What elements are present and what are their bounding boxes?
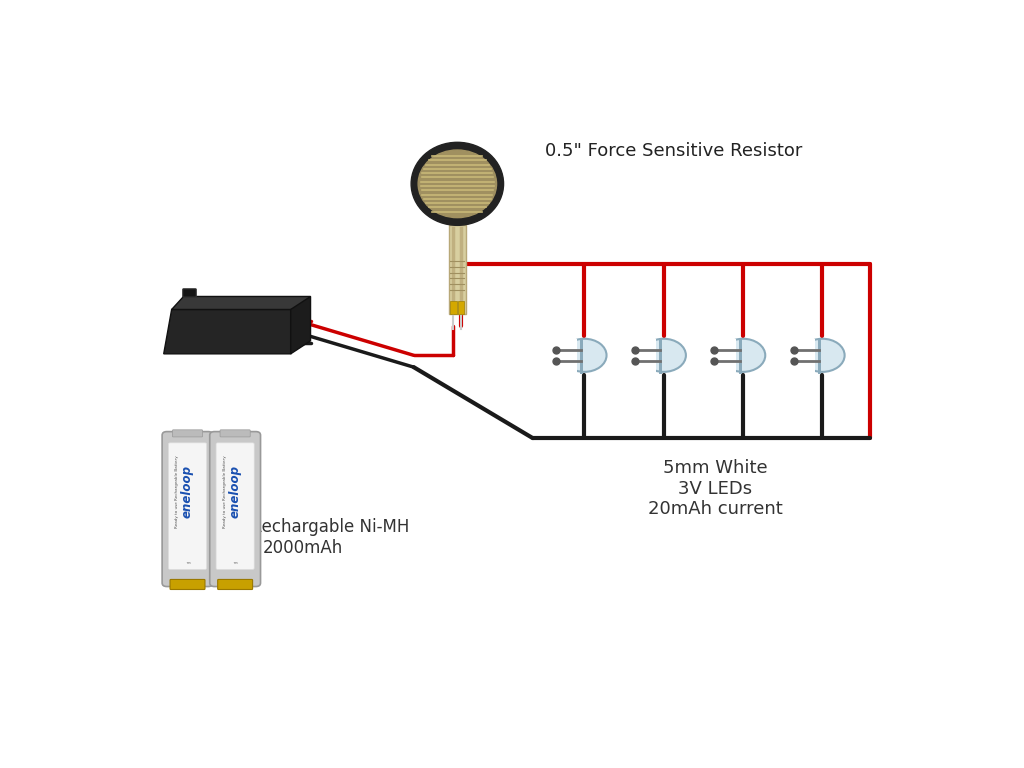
FancyBboxPatch shape <box>170 579 205 590</box>
Polygon shape <box>291 296 310 354</box>
Polygon shape <box>164 310 299 354</box>
Text: Ready to use Rechargeable Battery: Ready to use Rechargeable Battery <box>223 455 227 528</box>
Text: 0.5" Force Sensitive Resistor: 0.5" Force Sensitive Resistor <box>545 142 802 161</box>
Text: eneloop: eneloop <box>181 465 194 518</box>
Text: 5mm White
3V LEDs
20mAh current: 5mm White 3V LEDs 20mAh current <box>648 458 782 518</box>
FancyBboxPatch shape <box>558 339 577 372</box>
Circle shape <box>800 339 845 372</box>
FancyBboxPatch shape <box>216 443 254 569</box>
Circle shape <box>721 339 765 372</box>
Ellipse shape <box>411 142 504 225</box>
FancyBboxPatch shape <box>717 339 735 372</box>
FancyBboxPatch shape <box>449 225 466 314</box>
Circle shape <box>562 339 606 372</box>
FancyBboxPatch shape <box>458 301 465 314</box>
Circle shape <box>641 339 686 372</box>
Text: 3V AA Rechargable Ni-MH
2000mAh: 3V AA Rechargable Ni-MH 2000mAh <box>196 518 410 557</box>
Text: eneloop: eneloop <box>228 465 242 518</box>
Ellipse shape <box>418 150 497 217</box>
FancyBboxPatch shape <box>169 443 207 569</box>
FancyBboxPatch shape <box>220 430 250 437</box>
Text: Ready to use Rechargeable Battery: Ready to use Rechargeable Battery <box>175 455 179 528</box>
FancyBboxPatch shape <box>638 339 656 372</box>
Polygon shape <box>172 296 310 310</box>
FancyBboxPatch shape <box>182 289 197 297</box>
FancyBboxPatch shape <box>451 301 457 314</box>
FancyBboxPatch shape <box>218 579 253 590</box>
FancyBboxPatch shape <box>162 432 213 587</box>
Text: ™: ™ <box>184 563 190 568</box>
FancyBboxPatch shape <box>172 430 203 437</box>
FancyBboxPatch shape <box>797 339 815 372</box>
FancyBboxPatch shape <box>210 432 260 587</box>
Text: ™: ™ <box>232 563 238 568</box>
